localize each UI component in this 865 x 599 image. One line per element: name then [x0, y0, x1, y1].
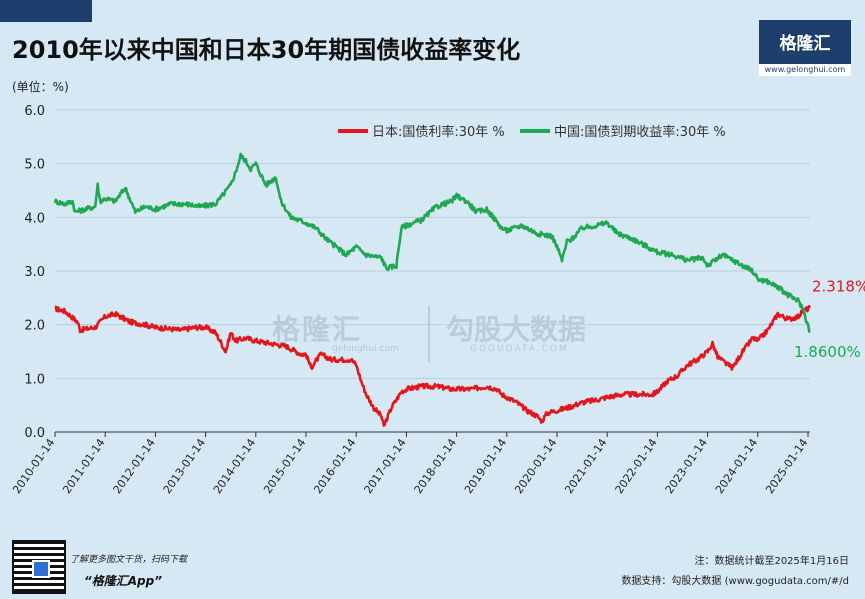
x-tick-label: 2013-01-14	[161, 436, 208, 496]
qr-code-icon	[12, 540, 66, 594]
end-label-japan: 2.318%	[812, 278, 865, 296]
x-tick-label: 2011-01-14	[60, 436, 107, 496]
data-support: 数据支持：勾股大数据 (www.gogudata.com/#/d	[621, 576, 849, 587]
chart-title: 2010年以来中国和日本30年期国债收益率变化	[12, 36, 521, 64]
y-tick-label: 3.0	[24, 265, 45, 280]
line-chart: 0.0 1.0 2.0 3.0 4.0 5.0 6.0 2010-01-14 2011-01-1…	[10, 104, 865, 496]
promo-text: 了解更多图文干货，扫码下载	[70, 555, 188, 565]
x-tick-label: 2025-01-14	[763, 436, 810, 496]
x-tick-label: 2020-01-14	[512, 436, 559, 496]
y-tick-label: 5.0	[24, 158, 45, 173]
brand-logo: 格隆汇 www.gelonghui.com	[759, 20, 851, 76]
watermark-divider	[428, 306, 430, 362]
data-note: 注：数据统计截至2025年1月16日	[694, 556, 849, 567]
x-tick-label: 2016-01-14	[311, 436, 358, 496]
x-tick-label: 2014-01-14	[211, 436, 258, 496]
x-tick-label: 2010-01-14	[10, 436, 57, 496]
brand-logo-url: www.gelonghui.com	[759, 64, 851, 76]
y-tick-label: 6.0	[24, 104, 45, 119]
x-tick-label: 2024-01-14	[713, 436, 760, 496]
x-tick-label: 2015-01-14	[261, 436, 308, 496]
unit-label: (单位：%)	[12, 80, 69, 94]
x-tick-label: 2021-01-14	[562, 436, 609, 496]
top-accent-bar	[0, 0, 92, 22]
legend-label: 中国:国债到期收益率:30年 %	[554, 124, 726, 140]
x-tick-label: 2019-01-14	[462, 436, 509, 496]
y-tick-label: 2.0	[24, 319, 45, 334]
brand-logo-name: 格隆汇	[779, 34, 831, 54]
x-tick-label: 2023-01-14	[663, 436, 710, 496]
app-name: “格隆汇App”	[84, 574, 162, 588]
x-tick-label: 2018-01-14	[412, 436, 459, 496]
watermark-left-sub: gelonghui.com	[332, 344, 399, 354]
watermark-right: 勾股大数据	[446, 313, 587, 346]
x-tick-label: 2012-01-14	[111, 436, 158, 496]
end-label-china: 1.8600%	[794, 343, 861, 361]
y-tick-label: 1.0	[24, 372, 45, 387]
y-tick-label: 0.0	[24, 426, 45, 441]
x-tick-label: 2017-01-14	[362, 436, 409, 496]
series-line-japan	[54, 305, 812, 427]
y-tick-label: 4.0	[24, 211, 45, 226]
watermark-right-sub: GOGUDATA.COM	[470, 344, 569, 354]
legend-label: 日本:国债利率:30年 %	[372, 124, 505, 140]
series-line-china	[53, 152, 811, 334]
x-tick-label: 2022-01-14	[613, 436, 660, 496]
qr-code	[12, 540, 66, 594]
